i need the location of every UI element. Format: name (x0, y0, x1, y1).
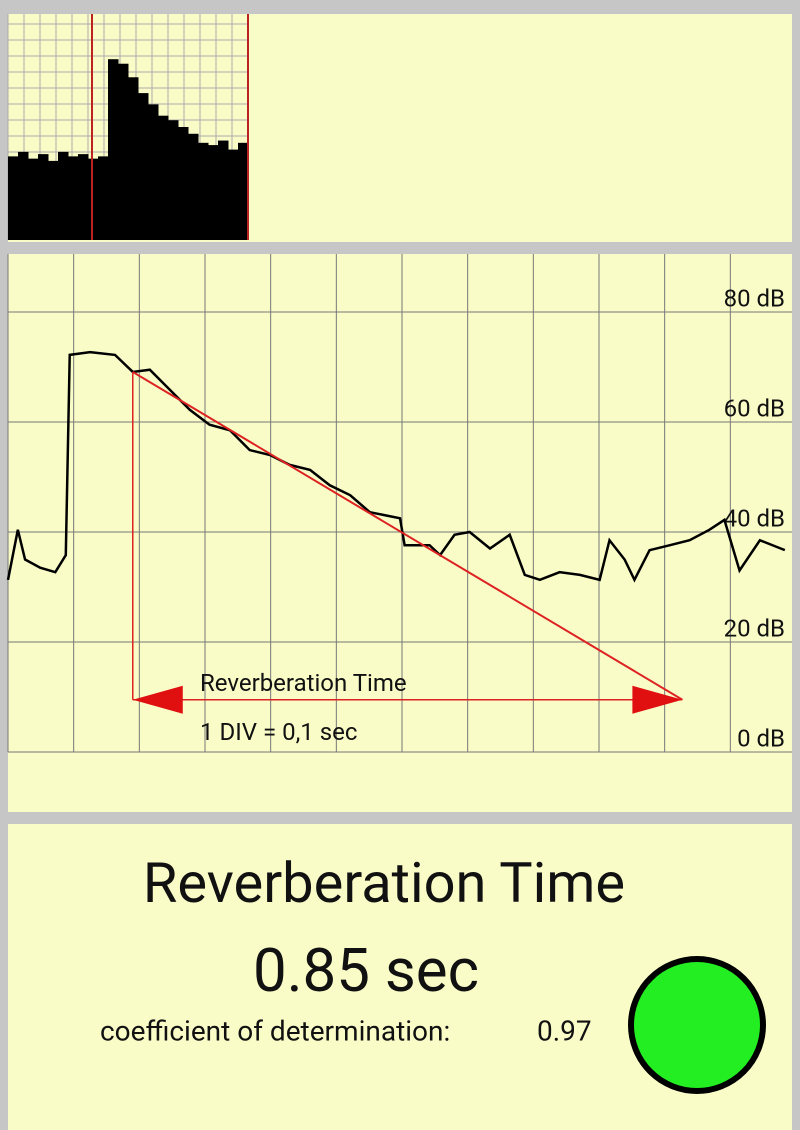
wave-bar (58, 151, 69, 240)
result-title: Reverberation Time (143, 850, 625, 916)
wave-bar (198, 142, 209, 240)
wave-bar (88, 158, 99, 240)
wave-bar (8, 156, 19, 240)
wave-bar (118, 63, 129, 240)
y-tick-label: 60 dB (724, 394, 785, 422)
wave-bar (188, 133, 199, 240)
wave-bar (48, 160, 59, 240)
y-tick-label: 20 dB (724, 614, 785, 642)
y-tick-label: 40 dB (724, 504, 785, 532)
arrow-label: Reverberation Time (200, 669, 407, 697)
division-label: 1 DIV = 0,1 sec (200, 718, 357, 746)
wave-bar (128, 77, 139, 240)
result-value: 0.85 sec (253, 935, 479, 1006)
wave-bar (78, 154, 89, 240)
coefficient-value: 0.97 (537, 1014, 592, 1047)
wave-bar (238, 142, 249, 240)
wave-bar (228, 149, 239, 240)
wave-bar (158, 115, 169, 240)
y-tick-label: 80 dB (724, 284, 785, 312)
coefficient-label: coefficient of determination: (100, 1014, 450, 1047)
wave-bar (208, 145, 219, 240)
waveform (7, 14, 249, 241)
status-indicator (628, 956, 766, 1094)
wave-bar (18, 151, 29, 240)
arrow-head (632, 685, 683, 714)
wave-bar (68, 156, 79, 240)
arrow-head (132, 685, 183, 714)
wave-bar (178, 127, 189, 240)
wave-bar (108, 59, 119, 241)
fit-line (132, 371, 683, 701)
wave-bar (138, 93, 149, 240)
decay-chart: 0 dB 20 dB 40 dB 60 dB 80 dB Reverberation Ti… (6, 254, 792, 753)
wave-bar (98, 156, 109, 240)
wave-bar (148, 104, 159, 241)
decay-panel (8, 254, 792, 812)
y-tick-label: 0 dB (737, 724, 785, 752)
wave-bar (38, 154, 49, 240)
wave-bar (168, 120, 179, 240)
wave-bar (28, 158, 39, 240)
wave-bar (218, 140, 229, 240)
